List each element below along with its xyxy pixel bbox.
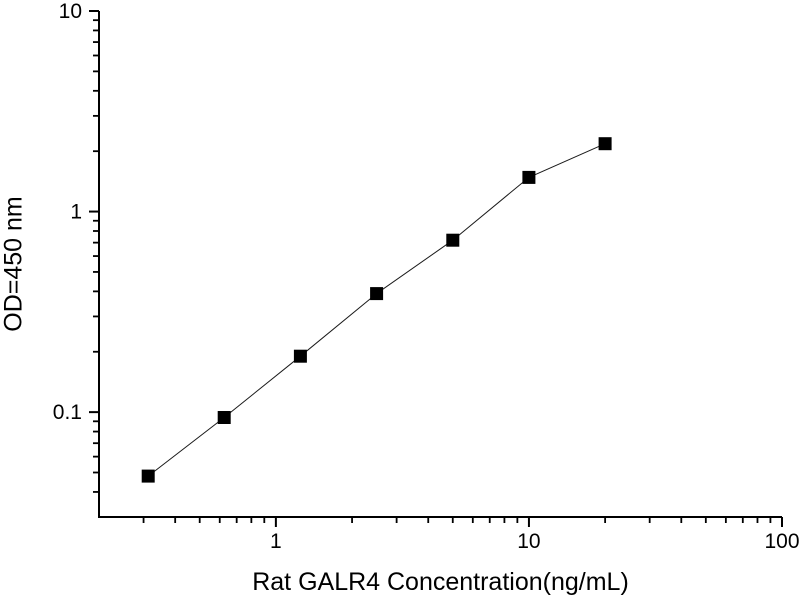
x-tick-label: 100 [764, 530, 799, 553]
x-tick-label: 10 [517, 530, 540, 553]
data-point-marker [598, 137, 612, 151]
data-point-marker [370, 287, 384, 301]
data-point-marker [217, 411, 231, 424]
y-tick-label: 0.1 [53, 401, 82, 424]
axis-spine [98, 11, 782, 518]
data-point-marker [446, 233, 460, 247]
y-tick-label: 10 [59, 0, 82, 23]
y-tick-label: 1 [70, 201, 82, 224]
x-axis-title: Rat GALR4 Concentration(ng/mL) [252, 568, 629, 596]
data-point-marker [293, 349, 307, 363]
x-tick-label: 1 [270, 530, 282, 553]
y-axis-title: OD=450 nm [0, 196, 28, 332]
series-line [147, 143, 606, 477]
data-point-marker [522, 170, 536, 184]
data-point-marker [141, 469, 155, 483]
